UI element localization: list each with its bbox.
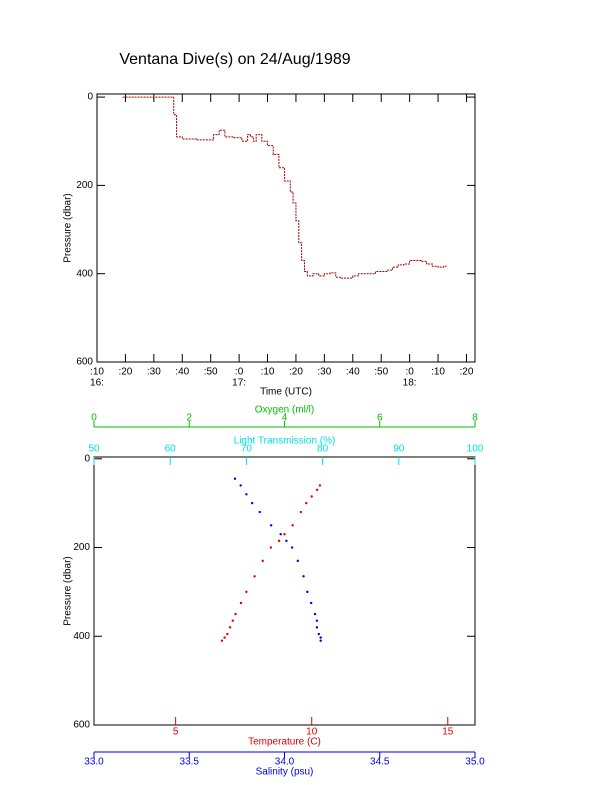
x-tick-label: :40 [175, 367, 189, 378]
data-point [228, 626, 232, 629]
x-tick-label: 90 [393, 444, 405, 455]
data-point [269, 524, 273, 527]
x-tick-label: 33.0 [84, 757, 104, 768]
x-tick-label: 15 [442, 727, 454, 738]
data-point [277, 539, 281, 543]
x-axis-label: Oxygen (ml/l) [255, 405, 314, 416]
data-point [283, 533, 286, 536]
x-tick-label: 0 [91, 413, 97, 424]
data-point [245, 590, 248, 594]
data-point [234, 612, 237, 616]
x-tick-label: 4 [282, 413, 288, 424]
data-point [279, 533, 282, 536]
data-point [269, 546, 273, 549]
data-point [296, 559, 300, 563]
data-point [305, 501, 308, 505]
x-tick-label: :20 [289, 367, 303, 378]
y-tick-label: 200 [76, 180, 93, 191]
data-point [258, 510, 261, 514]
x-axis-label: Temperature (C) [248, 737, 321, 748]
y-tick-label: 600 [73, 720, 90, 731]
data-point [261, 559, 264, 563]
data-point [319, 636, 322, 639]
x-tick-label: 2 [186, 413, 192, 424]
data-point [302, 575, 305, 578]
x-tick-label: 10 [306, 727, 318, 738]
x-tick-label: :50 [374, 367, 388, 378]
x-axis-label: Time (UTC) [260, 387, 312, 398]
data-point [231, 619, 234, 622]
y-tick-label: 400 [73, 631, 90, 642]
x-tick-label: 100 [467, 444, 484, 455]
data-point [250, 501, 254, 505]
data-point [315, 619, 319, 622]
x-tick-label: :20 [118, 367, 132, 378]
x-hour-label: 17: [232, 378, 246, 389]
x-tick-label: 70 [241, 444, 253, 455]
y-tick-label: 600 [76, 357, 93, 368]
data-line [122, 96, 447, 279]
x-hour-label: 18: [403, 378, 417, 389]
x-tick-label: 6 [377, 413, 383, 424]
x-tick-label: 80 [317, 444, 329, 455]
x-tick-label: 50 [88, 444, 100, 455]
chart-title: Ventana Dive(s) on 24/Aug/1989 [119, 51, 350, 68]
data-point [313, 612, 317, 616]
data-point [285, 539, 288, 543]
data-point [245, 493, 248, 496]
x-tick-label: :10 [90, 367, 104, 378]
plot-frame [96, 93, 476, 363]
y-tick-label: 200 [73, 542, 90, 553]
x-axis-label: Salinity (psu) [256, 767, 314, 778]
data-point [315, 488, 319, 492]
x-tick-label: :0 [235, 367, 244, 378]
data-point [315, 626, 319, 629]
y-axis-label: Pressure (dbar) [63, 556, 74, 625]
x-tick-label: 35.0 [465, 757, 485, 768]
x-tick-label: :50 [204, 367, 218, 378]
data-point [239, 601, 243, 605]
data-point [309, 601, 313, 605]
data-point [319, 639, 322, 642]
x-tick-label: :10 [431, 367, 445, 378]
x-tick-label: 33.5 [180, 757, 200, 768]
x-tick-label: :30 [317, 367, 331, 378]
x-tick-label: 8 [472, 413, 478, 424]
data-point [310, 495, 313, 498]
x-tick-label: 5 [173, 727, 179, 738]
x-tick-label: 60 [165, 444, 177, 455]
data-point [226, 632, 229, 636]
data-point [318, 484, 322, 487]
x-tick-label: :30 [147, 367, 161, 378]
data-point [253, 575, 256, 578]
x-tick-label: :10 [261, 367, 275, 378]
data-point [290, 546, 294, 549]
data-point [239, 484, 242, 487]
y-tick-label: 0 [84, 453, 90, 464]
data-point [306, 590, 309, 594]
x-tick-label: :40 [346, 367, 360, 378]
x-axis-label: Light Transmission (%) [234, 436, 336, 447]
data-point [223, 636, 226, 639]
y-axis-label: Pressure (dbar) [63, 193, 74, 262]
plot-frame [93, 456, 476, 726]
x-tick-label: :20 [460, 367, 474, 378]
data-point [220, 639, 224, 642]
data-point [299, 510, 303, 514]
x-tick-label: 34.0 [275, 757, 295, 768]
y-tick-label: 400 [76, 268, 93, 279]
y-tick-label: 0 [87, 92, 93, 103]
x-tick-label: 34.5 [370, 757, 390, 768]
data-point [233, 477, 237, 480]
x-hour-label: 16: [90, 378, 104, 389]
x-tick-label: :0 [405, 367, 414, 378]
data-point [291, 524, 294, 527]
data-point [317, 632, 320, 636]
